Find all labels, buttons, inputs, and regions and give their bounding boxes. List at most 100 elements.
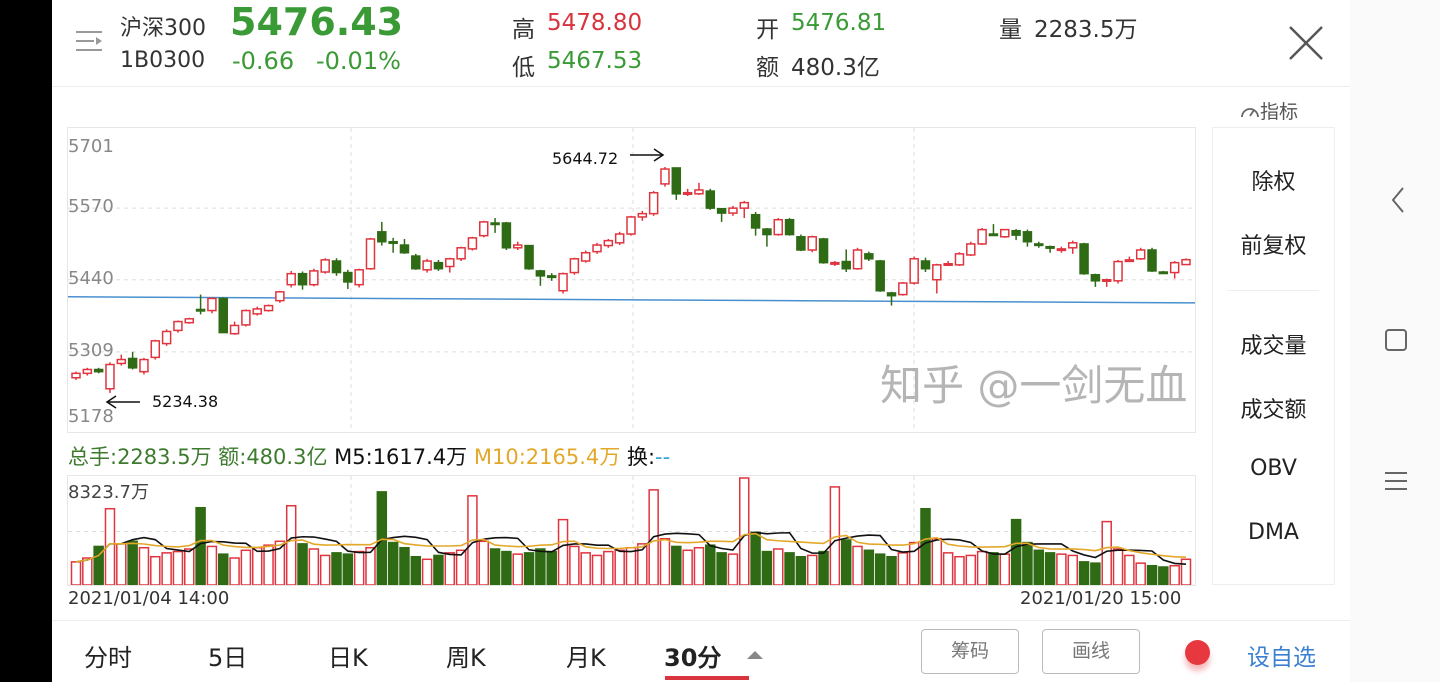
candle-body <box>343 271 353 283</box>
low-value: 5467.53 <box>547 48 643 74</box>
candle-body <box>762 228 772 236</box>
side-item-obv[interactable]: OBV <box>1250 456 1297 481</box>
volume-bar <box>761 550 773 586</box>
volume-bar <box>251 546 263 586</box>
candle-body <box>161 330 172 345</box>
side-item-turnover[interactable]: 成交额 <box>1240 398 1307 423</box>
candle-body <box>139 358 149 373</box>
volume-bar <box>206 545 218 586</box>
volume-chart[interactable] <box>67 475 1196 586</box>
candle-body <box>1147 249 1157 272</box>
volume-bar <box>184 548 195 586</box>
tab-monthly-k[interactable]: 月K <box>566 644 606 672</box>
menu-icon[interactable] <box>74 28 106 58</box>
candle-body <box>388 240 398 244</box>
candle-body <box>966 243 976 256</box>
volume-bar <box>387 541 399 586</box>
volume-bar <box>874 553 886 586</box>
legend-total: 总手:2283.5万 <box>68 445 212 469</box>
volume-bar <box>172 550 184 586</box>
system-nav-bar <box>1350 0 1440 682</box>
watermark: 知乎 @一剑无血 <box>880 361 1188 410</box>
candle-body <box>626 216 636 235</box>
candle-body <box>309 270 319 286</box>
volume-bar <box>852 545 863 586</box>
legend-m10: M10:2165.4万 <box>473 445 621 469</box>
candle-body <box>1079 243 1089 275</box>
candle-body <box>637 212 648 218</box>
draw-line-button[interactable]: 画线 <box>1042 629 1140 674</box>
back-icon[interactable] <box>1390 186 1406 218</box>
volume-bar <box>161 552 172 586</box>
close-icon[interactable] <box>1288 25 1324 65</box>
volume-bar <box>1033 549 1045 586</box>
volume-bar <box>512 553 523 586</box>
add-to-watchlist-button[interactable]: 设自选 <box>1247 645 1316 671</box>
caret-up-icon[interactable] <box>746 646 764 665</box>
gauge-icon <box>1240 102 1260 125</box>
indicator-button[interactable]: 指标 <box>1240 97 1298 125</box>
indicator-label: 指标 <box>1260 101 1299 123</box>
volume-bar <box>308 548 320 586</box>
price-change: -0.66 <box>232 47 295 75</box>
candle-body <box>297 272 308 286</box>
volume-bar <box>1090 562 1101 586</box>
tab-weekly-k[interactable]: 周K <box>446 644 486 672</box>
side-item-forward-adjusted[interactable]: 前复权 <box>1240 234 1307 259</box>
volume-bar <box>1010 518 1022 586</box>
header-divider <box>52 86 1350 87</box>
volume-bar <box>705 544 716 586</box>
volume-bar <box>806 554 818 586</box>
side-item-volume[interactable]: 成交量 <box>1240 334 1307 359</box>
side-item-ex-rights[interactable]: 除权 <box>1251 170 1296 195</box>
tab-daily-k[interactable]: 日K <box>328 644 368 672</box>
home-icon[interactable] <box>1385 329 1407 351</box>
candle-body <box>1124 259 1135 263</box>
volume-bar <box>1158 566 1169 586</box>
footer-divider <box>52 620 1350 621</box>
candle-body <box>490 222 500 226</box>
candle-body <box>558 272 568 292</box>
candle-body <box>614 233 625 244</box>
candle-body <box>603 239 614 247</box>
candle-body <box>105 363 115 390</box>
candle-body <box>818 238 829 264</box>
volume-bar <box>331 552 342 586</box>
tab-intraday[interactable]: 分时 <box>84 644 132 672</box>
legend-m5: M5:1617.4万 <box>334 445 468 469</box>
tab-30min[interactable]: 30分 <box>664 644 722 672</box>
volume-bar <box>1056 553 1067 586</box>
y-tick-label: 5178 <box>68 406 114 427</box>
candle-body <box>320 259 330 273</box>
candle-body <box>671 167 682 195</box>
candle-body <box>920 260 931 270</box>
min-price-annotation: 5234.38 <box>152 392 219 411</box>
candle-body <box>535 270 546 277</box>
candle-body <box>512 244 523 249</box>
side-item-dma[interactable]: DMA <box>1248 520 1299 545</box>
y-tick-label: 5570 <box>68 196 114 217</box>
volume-bar <box>614 549 625 586</box>
tab-5day[interactable]: 5日 <box>208 644 248 672</box>
candlestick-chart[interactable] <box>67 127 1196 433</box>
volume-bar <box>920 507 931 586</box>
candle-body <box>229 324 240 335</box>
record-dot-icon[interactable] <box>1185 640 1210 665</box>
volume-bar <box>410 555 422 586</box>
candle-body <box>864 253 874 260</box>
recents-icon[interactable] <box>1384 470 1408 496</box>
volume-bar <box>965 554 977 586</box>
open-value: 5476.81 <box>791 10 887 36</box>
chips-button[interactable]: 筹码 <box>921 629 1019 674</box>
volume-bar <box>319 554 331 586</box>
ma10-line <box>75 532 1187 563</box>
volume-bar <box>886 555 897 586</box>
candle-body <box>943 263 953 267</box>
high-value: 5478.80 <box>547 10 643 36</box>
candle-body <box>1034 243 1044 247</box>
candle-body <box>546 275 557 279</box>
volume-bar <box>976 550 988 586</box>
volume-bar <box>433 554 444 586</box>
volume-bar <box>557 518 569 586</box>
high-label: 高 <box>512 17 535 43</box>
